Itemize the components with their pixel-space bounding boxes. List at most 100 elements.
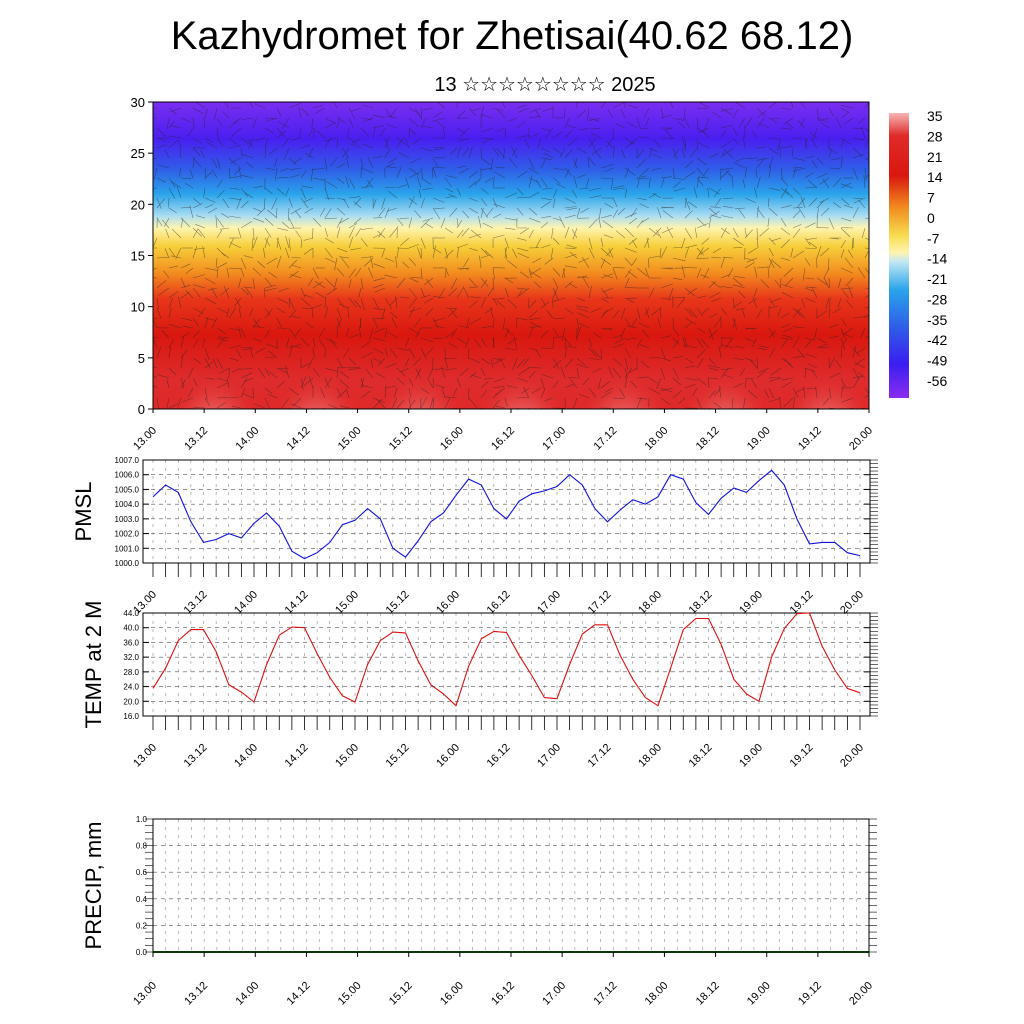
wind-barb	[359, 318, 362, 329]
wind-barb	[207, 207, 218, 214]
wind-barb	[165, 228, 170, 239]
wind-barb	[585, 177, 590, 188]
wind-barb	[490, 307, 494, 319]
wind-barb	[804, 156, 815, 159]
wind-barb	[603, 274, 614, 279]
wind-barb	[780, 107, 791, 110]
wind-barb	[835, 117, 842, 129]
y-axis-label: PRECIP, mm	[81, 822, 106, 950]
wind-barb	[153, 157, 158, 160]
y-tick-label: 0.6	[136, 868, 148, 877]
wind-barb	[468, 300, 478, 309]
wind-barb	[792, 250, 805, 259]
wind-barb	[288, 237, 291, 251]
wind-barb	[336, 267, 345, 277]
wind-barb	[469, 317, 482, 325]
wind-barb	[249, 102, 254, 109]
wind-barb	[168, 247, 176, 257]
wind-barb	[571, 189, 578, 199]
wind-barb	[427, 377, 434, 389]
wind-barb	[744, 166, 747, 179]
wind-barb	[370, 256, 374, 269]
wind-barb	[832, 307, 842, 314]
wind-barb	[348, 268, 357, 279]
y-tick-label: 0.8	[136, 842, 148, 851]
wind-barb	[620, 109, 626, 119]
wind-barb	[228, 307, 237, 319]
wind-barb	[292, 397, 302, 407]
wind-barb	[432, 245, 436, 259]
wind-barb	[156, 177, 167, 183]
wind-barb	[264, 284, 277, 289]
wind-barb	[668, 287, 674, 300]
wind-barb	[684, 159, 694, 169]
wind-barb	[576, 305, 590, 309]
wind-barb	[168, 207, 177, 214]
colorbar-label: 21	[927, 149, 943, 165]
wind-barb	[744, 337, 755, 343]
wind-barb	[600, 257, 611, 266]
warm-blob	[278, 334, 355, 409]
wind-barb	[312, 304, 323, 309]
x-tick-label: 18.00	[636, 589, 664, 617]
wind-barb	[334, 257, 338, 271]
wind-barb	[248, 138, 254, 149]
wind-barb	[164, 217, 170, 227]
wind-barb	[528, 157, 535, 170]
wind-barb	[564, 383, 574, 389]
wind-barb	[468, 233, 481, 239]
wind-barb	[266, 257, 278, 265]
wind-barb	[422, 187, 434, 190]
wind-barb	[707, 376, 710, 389]
wind-barb	[444, 177, 453, 188]
wind-barb	[857, 371, 866, 379]
wind-barb	[324, 277, 335, 288]
wind-barb	[708, 211, 720, 219]
wind-barb	[482, 222, 494, 229]
wind-barb	[456, 220, 463, 229]
wind-barb	[600, 247, 611, 257]
wind-barb	[420, 287, 425, 298]
wind-barb	[792, 307, 802, 317]
wind-barb	[224, 102, 230, 109]
wind-barb	[746, 257, 758, 263]
wind-barb	[600, 347, 602, 360]
wind-barb	[312, 128, 316, 139]
wind-barb	[569, 251, 578, 259]
wind-barb	[504, 277, 514, 284]
wind-barb	[384, 207, 390, 219]
wind-barb	[720, 337, 723, 349]
wind-barb	[424, 222, 434, 229]
wind-barb	[432, 147, 443, 149]
wind-barb	[360, 227, 374, 230]
wind-barb	[851, 237, 854, 250]
wind-barb	[291, 316, 302, 319]
wind-barb	[636, 376, 649, 379]
wind-barb	[288, 217, 295, 229]
wind-barb	[768, 197, 770, 208]
wind-barb	[639, 136, 650, 139]
wind-barb	[696, 327, 706, 334]
wind-barb	[456, 146, 462, 159]
wind-barb	[696, 257, 710, 259]
wind-barb	[536, 180, 542, 189]
wind-barb	[780, 337, 793, 340]
wind-barb	[432, 166, 446, 169]
wind-barb	[660, 387, 674, 392]
wind-barb	[657, 207, 662, 219]
wind-barb	[672, 147, 678, 160]
wind-barb	[708, 187, 720, 195]
wind-barb	[204, 197, 216, 203]
wind-barb	[854, 357, 866, 366]
wind-barb	[348, 226, 355, 239]
wind-barb	[699, 247, 710, 255]
wind-barb	[243, 255, 254, 259]
wind-barb	[192, 137, 202, 144]
wind-barb	[638, 322, 650, 329]
wind-barb	[228, 215, 242, 219]
wind-barb	[612, 343, 625, 349]
wind-barb	[153, 167, 158, 180]
wind-barb	[238, 307, 242, 319]
x-tick-label: 15.12	[384, 589, 412, 617]
wind-barb	[290, 274, 302, 279]
